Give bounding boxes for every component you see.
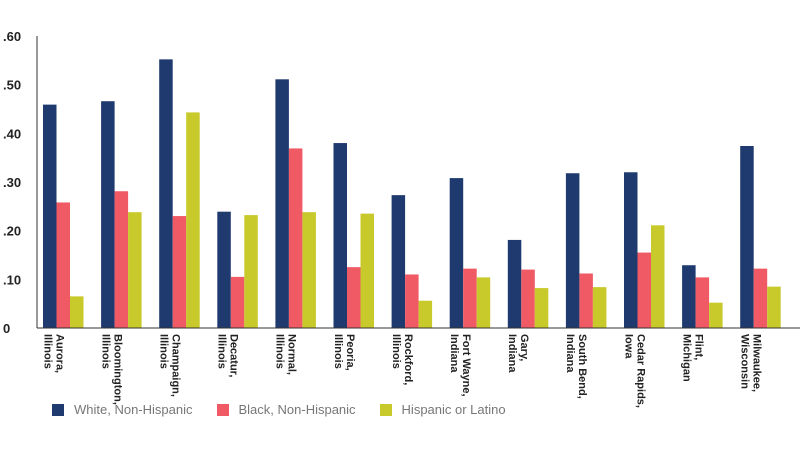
bar-white bbox=[507, 239, 522, 328]
x-tick-label: Champaign,Illinois bbox=[157, 334, 181, 397]
bar-hispanic bbox=[592, 287, 607, 328]
x-tick-label: South Bend,Indiana bbox=[564, 334, 588, 399]
bar-hispanic bbox=[418, 300, 433, 328]
bar-white bbox=[682, 265, 696, 328]
legend-swatch-hispanic bbox=[379, 403, 392, 416]
bar-hispanic bbox=[651, 225, 665, 328]
bar-black bbox=[463, 268, 477, 328]
x-tick-label: Bloomington,Illinois bbox=[99, 334, 123, 405]
legend: White, Non-Hispanic Black, Non-Hispanic … bbox=[52, 402, 530, 417]
y-tick-label: .30 bbox=[3, 175, 21, 190]
bar-black bbox=[288, 148, 303, 328]
x-tick-label: Rockford,Illinois bbox=[390, 334, 414, 385]
y-tick-label: .50 bbox=[3, 78, 21, 93]
bar-black bbox=[695, 277, 710, 328]
bar-black bbox=[347, 267, 361, 328]
bar-hispanic bbox=[128, 212, 142, 328]
bar-hispanic bbox=[534, 288, 549, 328]
y-axis-ticks: 0 .10 .20 .30 .40 .50 .60 bbox=[3, 29, 21, 336]
bar-white bbox=[449, 178, 464, 328]
bar-black bbox=[579, 273, 593, 328]
y-tick-label: .10 bbox=[3, 272, 21, 287]
bar-white bbox=[43, 104, 57, 329]
x-tick-label: Flint,Michigan bbox=[680, 334, 704, 382]
bar-hispanic bbox=[244, 215, 258, 328]
legend-label-hispanic: Hispanic or Latino bbox=[401, 402, 506, 417]
y-tick-label: 0 bbox=[3, 321, 10, 336]
y-tick-label: .40 bbox=[3, 126, 21, 141]
x-tick-label: Milwaukee,Wisconsin bbox=[738, 334, 762, 392]
bar-hispanic bbox=[302, 212, 316, 328]
bars-group bbox=[43, 59, 781, 329]
bar-white bbox=[565, 173, 580, 328]
x-tick-label: Decatur,Illinois bbox=[216, 334, 240, 377]
y-tick-label: .20 bbox=[3, 224, 21, 239]
bar-white bbox=[275, 79, 289, 329]
x-tick-label: Peoria,Illinois bbox=[332, 334, 356, 371]
bar-white bbox=[217, 211, 231, 328]
bar-black bbox=[114, 191, 129, 328]
bar-hispanic bbox=[476, 277, 491, 328]
bar-white bbox=[740, 145, 754, 328]
bar-black bbox=[405, 274, 419, 328]
bar-black bbox=[521, 269, 535, 328]
legend-item-white: White, Non-Hispanic bbox=[52, 402, 193, 417]
bar-hispanic bbox=[360, 213, 374, 328]
x-tick-label: Normal,Illinois bbox=[274, 334, 298, 375]
bar-white bbox=[159, 59, 173, 329]
x-tick-label: Gary,Indiana bbox=[506, 334, 530, 373]
bar-black bbox=[56, 202, 70, 328]
legend-item-hispanic: Hispanic or Latino bbox=[379, 402, 506, 417]
legend-swatch-white bbox=[52, 403, 64, 416]
bar-hispanic bbox=[70, 296, 84, 328]
legend-item-black: Black, Non-Hispanic bbox=[216, 402, 356, 417]
bar-hispanic bbox=[186, 112, 200, 328]
legend-label-black: Black, Non-Hispanic bbox=[238, 402, 356, 417]
x-axis-ticks: Aurora,Illinois Bloomington,Illinois Champ… bbox=[41, 334, 762, 408]
y-tick-label: .60 bbox=[3, 29, 21, 44]
bar-black bbox=[172, 216, 187, 328]
bar-white bbox=[333, 143, 347, 328]
bar-black bbox=[753, 268, 768, 328]
legend-label-white: White, Non-Hispanic bbox=[74, 402, 193, 417]
bar-hispanic bbox=[767, 286, 781, 328]
bar-white bbox=[101, 101, 115, 328]
legend-swatch-black bbox=[216, 403, 229, 416]
x-tick-label: Fort Wayne,Indiana bbox=[448, 334, 472, 397]
x-tick-label: Aurora,Illinois bbox=[41, 334, 65, 373]
bar-black bbox=[637, 252, 651, 328]
bar-white bbox=[391, 195, 406, 328]
x-tick-label: Cedar Rapids,Iowa bbox=[622, 334, 646, 408]
bar-white bbox=[624, 172, 638, 328]
bar-black bbox=[230, 276, 245, 328]
bar-hispanic bbox=[709, 302, 723, 328]
